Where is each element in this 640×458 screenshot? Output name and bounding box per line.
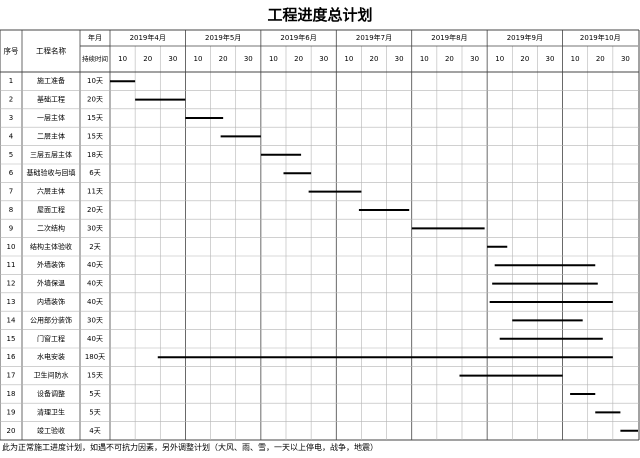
- day-label: 20: [143, 55, 152, 63]
- row-seq: 4: [9, 132, 14, 140]
- month-label: 2019年5月: [205, 33, 241, 42]
- day-label: 30: [546, 55, 555, 63]
- row-seq: 13: [7, 298, 16, 306]
- row-name: 外墙保温: [37, 279, 65, 288]
- row-duration: 40天: [87, 298, 103, 306]
- day-label: 10: [269, 55, 278, 63]
- row-duration: 11天: [87, 188, 103, 196]
- day-label: 20: [520, 55, 529, 63]
- row-seq: 18: [7, 390, 16, 398]
- day-label: 10: [194, 55, 203, 63]
- row-seq: 3: [9, 114, 13, 122]
- row-name: 基础验收与回填: [27, 168, 76, 177]
- header-name: 工程名称: [36, 46, 66, 56]
- row-name: 屋面工程: [37, 205, 65, 214]
- row-name: 外墙装饰: [37, 260, 65, 269]
- day-label: 30: [395, 55, 404, 63]
- day-label: 30: [244, 55, 253, 63]
- month-label: 2019年4月: [130, 33, 166, 42]
- row-duration: 6天: [89, 169, 100, 177]
- month-label: 2019年8月: [431, 33, 467, 42]
- row-seq: 6: [9, 169, 14, 177]
- row-duration: 40天: [87, 280, 103, 288]
- row-name: 施工准备: [37, 76, 65, 85]
- row-name: 一层主体: [37, 113, 65, 122]
- row-name: 门窗工程: [37, 334, 65, 343]
- row-seq: 16: [7, 353, 16, 361]
- row-name: 二层主体: [37, 131, 65, 140]
- row-name: 清理卫生: [37, 407, 65, 416]
- row-name: 内墙装饰: [37, 297, 65, 306]
- day-label: 20: [219, 55, 228, 63]
- row-seq: 14: [7, 316, 16, 324]
- row-duration: 30天: [87, 316, 103, 324]
- row-duration: 10天: [87, 77, 103, 85]
- row-duration: 180天: [85, 353, 105, 361]
- day-label: 20: [596, 55, 605, 63]
- row-seq: 2: [9, 96, 13, 104]
- row-seq: 7: [9, 188, 13, 196]
- row-duration: 30天: [87, 224, 103, 232]
- row-name: 公用部分装饰: [30, 315, 72, 324]
- row-duration: 18天: [87, 151, 103, 159]
- row-seq: 20: [7, 427, 16, 435]
- row-duration: 5天: [89, 408, 100, 416]
- row-duration: 5天: [89, 390, 100, 398]
- day-label: 30: [168, 55, 177, 63]
- row-name: 二次结构: [37, 223, 65, 232]
- row-seq: 11: [7, 261, 16, 269]
- row-seq: 8: [9, 206, 13, 214]
- row-seq: 10: [7, 243, 16, 251]
- row-name: 竣工验收: [37, 426, 65, 435]
- row-seq: 19: [7, 408, 16, 416]
- row-seq: 9: [9, 224, 13, 232]
- row-seq: 15: [7, 335, 16, 343]
- page-title: 工程进度总计划: [267, 6, 373, 24]
- row-duration: 20天: [87, 96, 103, 104]
- month-label: 2019年7月: [356, 33, 392, 42]
- row-duration: 40天: [87, 335, 103, 343]
- row-name: 设备调整: [37, 389, 65, 398]
- day-label: 20: [370, 55, 379, 63]
- day-label: 10: [495, 55, 504, 63]
- month-label: 2019年9月: [507, 33, 543, 42]
- row-duration: 15天: [87, 372, 103, 380]
- footer-note: 此为正常施工进度计划，如遇不可抗力因素，另外调整计划（大风、雨、雪，一天以上停电…: [2, 443, 378, 452]
- row-name: 六层主体: [37, 187, 65, 196]
- day-label: 30: [319, 55, 328, 63]
- row-name: 结构主体验收: [30, 242, 72, 251]
- row-name: 水电安装: [37, 352, 65, 361]
- day-label: 30: [621, 55, 630, 63]
- row-duration: 4天: [89, 427, 100, 435]
- month-label: 2019年10月: [580, 33, 621, 42]
- row-seq: 17: [7, 372, 16, 380]
- month-label: 2019年6月: [280, 33, 316, 42]
- day-label: 20: [445, 55, 454, 63]
- row-duration: 40天: [87, 261, 103, 269]
- row-name: 三层五层主体: [30, 150, 72, 159]
- row-duration: 2天: [89, 243, 100, 251]
- day-label: 10: [571, 55, 580, 63]
- header-duration: 持续时间: [82, 54, 108, 63]
- row-duration: 15天: [87, 132, 103, 140]
- header-month: 年月: [88, 33, 102, 42]
- day-label: 10: [344, 55, 353, 63]
- row-name: 基础工程: [37, 95, 65, 104]
- row-duration: 15天: [87, 114, 103, 122]
- day-label: 30: [470, 55, 479, 63]
- row-seq: 12: [7, 280, 16, 288]
- header-seq: 序号: [4, 46, 19, 56]
- day-label: 20: [294, 55, 303, 63]
- row-name: 卫生间防水: [34, 371, 69, 380]
- day-label: 10: [420, 55, 429, 63]
- row-duration: 20天: [87, 206, 103, 214]
- row-seq: 1: [9, 77, 13, 85]
- day-label: 10: [118, 55, 127, 63]
- row-seq: 5: [9, 151, 13, 159]
